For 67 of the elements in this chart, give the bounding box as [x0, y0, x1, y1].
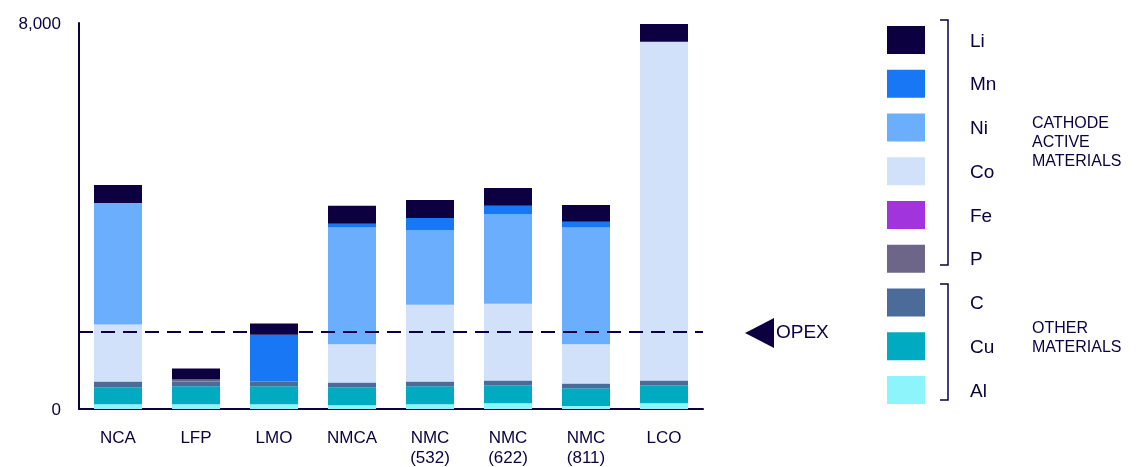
x-tick-label: LMO — [255, 427, 293, 447]
bar — [172, 381, 220, 387]
bar — [484, 188, 532, 206]
ref-line-label: OPEX — [776, 320, 830, 342]
bar — [172, 386, 220, 405]
bar — [250, 386, 298, 405]
legend-label: Cu — [970, 335, 995, 357]
bar — [328, 344, 376, 383]
legend-label: C — [970, 292, 984, 313]
legend-label: Ni — [970, 117, 988, 138]
bar — [562, 344, 610, 384]
bar — [172, 368, 220, 380]
legend-label: Al — [970, 379, 987, 401]
bar — [328, 382, 376, 388]
bar — [406, 229, 454, 305]
bar — [94, 381, 142, 388]
bar — [562, 406, 610, 409]
bar — [484, 205, 532, 215]
bar — [250, 404, 298, 409]
bar — [328, 387, 376, 406]
bar — [562, 383, 610, 389]
x-tick-label: LCO — [646, 427, 682, 447]
bar — [94, 404, 142, 409]
y-tick-label: 8,000 — [18, 13, 61, 33]
legend-label: Fe — [970, 204, 993, 226]
x-tick-label: NMC (811) — [566, 427, 606, 467]
bar — [406, 404, 454, 409]
x-tick-label: NMCA — [326, 427, 378, 447]
y-tick-label: 0 — [51, 399, 61, 419]
bar — [406, 304, 454, 382]
bar — [640, 403, 688, 409]
bar — [562, 221, 610, 228]
bar — [94, 185, 142, 203]
x-tick-label: NMC (622) — [488, 427, 528, 467]
x-tick-label: LFP — [180, 427, 212, 447]
x-tick-label: NMC (532) — [410, 427, 450, 467]
text: OTHER MATERIALS — [1032, 318, 1123, 356]
bar — [250, 381, 298, 387]
legend-label: Li — [970, 29, 985, 51]
bar — [406, 386, 454, 405]
bar — [328, 227, 376, 345]
legend-label: P — [970, 248, 983, 270]
bar — [172, 404, 220, 409]
bar — [328, 405, 376, 409]
bar — [640, 41, 688, 381]
bar — [640, 23, 688, 42]
bar — [484, 403, 532, 409]
bar — [94, 324, 142, 382]
bar — [250, 334, 298, 382]
legend-label: Co — [970, 160, 995, 182]
bar — [484, 385, 532, 404]
bar — [562, 227, 610, 345]
legend-label: Mn — [970, 73, 997, 95]
bar — [484, 214, 532, 304]
bar — [406, 381, 454, 387]
bar — [562, 388, 610, 407]
bar — [328, 223, 376, 228]
bar — [94, 387, 142, 405]
text: CATHODE ACTIVE MATERIALS — [1032, 113, 1123, 170]
bar — [406, 217, 454, 230]
bar — [484, 303, 532, 381]
x-tick-label: NCA — [100, 427, 137, 447]
bar — [328, 205, 376, 224]
bar — [94, 202, 142, 325]
bar — [562, 204, 610, 222]
bar — [640, 385, 688, 404]
bar — [406, 200, 454, 218]
